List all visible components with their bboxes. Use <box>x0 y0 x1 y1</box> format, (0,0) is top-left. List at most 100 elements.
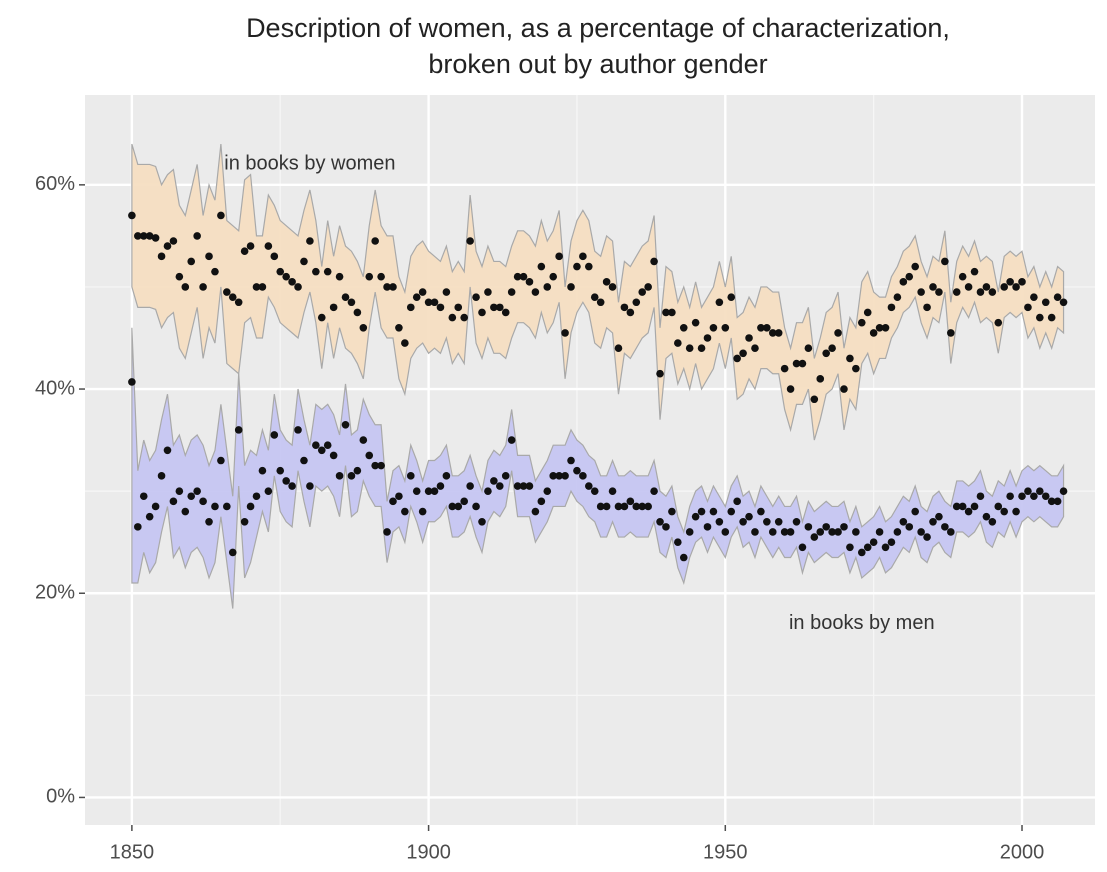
data-point <box>810 533 819 541</box>
data-point <box>401 339 409 347</box>
data-point <box>175 272 184 281</box>
data-point <box>1018 492 1026 501</box>
data-point <box>240 247 249 256</box>
series-label: in books by women <box>224 153 395 175</box>
data-point <box>211 502 219 511</box>
data-point <box>347 298 356 307</box>
data-point <box>804 523 813 531</box>
data-point <box>685 344 694 353</box>
data-point <box>157 252 166 261</box>
data-point <box>638 288 647 296</box>
data-point <box>359 436 368 444</box>
data-point <box>567 283 575 291</box>
data-point <box>300 456 308 465</box>
data-point <box>674 538 682 546</box>
data-point <box>1041 298 1050 307</box>
data-point <box>668 308 676 317</box>
data-point <box>276 466 285 475</box>
data-point <box>923 533 931 541</box>
data-point <box>276 267 285 276</box>
data-point <box>139 492 148 501</box>
data-point <box>430 298 439 307</box>
data-point <box>513 482 522 490</box>
data-point <box>371 461 379 470</box>
data-point <box>472 502 480 511</box>
data-point <box>490 477 498 485</box>
data-point <box>857 548 866 557</box>
data-point <box>169 237 178 245</box>
data-point <box>406 472 415 480</box>
data-point <box>715 517 724 526</box>
data-point <box>1000 283 1009 291</box>
data-point <box>537 497 546 506</box>
data-point <box>976 492 985 501</box>
data-point <box>596 502 605 511</box>
data-point <box>958 502 967 511</box>
data-point <box>312 441 320 449</box>
data-point <box>264 242 273 250</box>
data-point <box>828 528 836 536</box>
data-point <box>228 293 237 301</box>
data-point <box>579 252 587 261</box>
data-point <box>875 528 884 536</box>
data-point <box>128 211 136 220</box>
data-point <box>608 487 617 495</box>
data-point <box>519 482 528 490</box>
data-point <box>834 528 842 536</box>
data-point <box>264 487 273 495</box>
data-point <box>644 283 652 291</box>
data-point <box>899 278 908 286</box>
data-point <box>288 482 296 490</box>
data-point <box>1018 278 1026 286</box>
data-point <box>911 262 919 271</box>
data-point <box>620 303 629 312</box>
data-point <box>662 308 670 317</box>
data-point <box>721 528 730 536</box>
data-point <box>323 441 332 449</box>
y-tick-label: 60% <box>35 173 75 195</box>
data-point <box>709 323 718 332</box>
data-point <box>1047 497 1056 506</box>
data-point <box>531 507 540 516</box>
data-point <box>846 354 854 363</box>
data-point <box>739 349 747 358</box>
data-point <box>585 482 593 490</box>
data-point <box>365 451 374 460</box>
data-point <box>199 497 207 506</box>
data-point <box>780 528 789 536</box>
data-point <box>312 267 320 276</box>
data-point <box>412 293 421 301</box>
data-point <box>199 283 207 291</box>
data-point <box>223 288 231 296</box>
data-point <box>650 257 658 266</box>
data-point <box>994 318 1003 327</box>
data-point <box>389 497 397 506</box>
data-point <box>763 323 771 332</box>
data-point <box>353 308 362 317</box>
data-point <box>555 472 563 480</box>
x-tick-label: 1900 <box>406 841 451 863</box>
data-point <box>228 548 237 557</box>
data-point <box>941 257 949 266</box>
data-point <box>484 487 492 495</box>
data-point <box>952 502 961 511</box>
y-tick-label: 0% <box>46 786 75 808</box>
data-point <box>715 298 724 307</box>
data-point <box>406 303 415 312</box>
data-point <box>668 507 676 516</box>
data-point <box>1047 313 1056 322</box>
data-point <box>602 278 611 286</box>
data-point <box>988 517 997 526</box>
data-point <box>240 517 249 526</box>
data-point <box>317 313 326 322</box>
data-point <box>840 385 848 393</box>
data-point <box>727 507 736 516</box>
data-point <box>869 538 878 546</box>
data-point <box>1053 497 1062 506</box>
data-point <box>163 446 172 455</box>
data-point <box>875 323 884 332</box>
data-point <box>590 487 599 495</box>
data-point <box>863 543 872 552</box>
data-point <box>590 293 599 301</box>
data-point <box>935 512 943 521</box>
